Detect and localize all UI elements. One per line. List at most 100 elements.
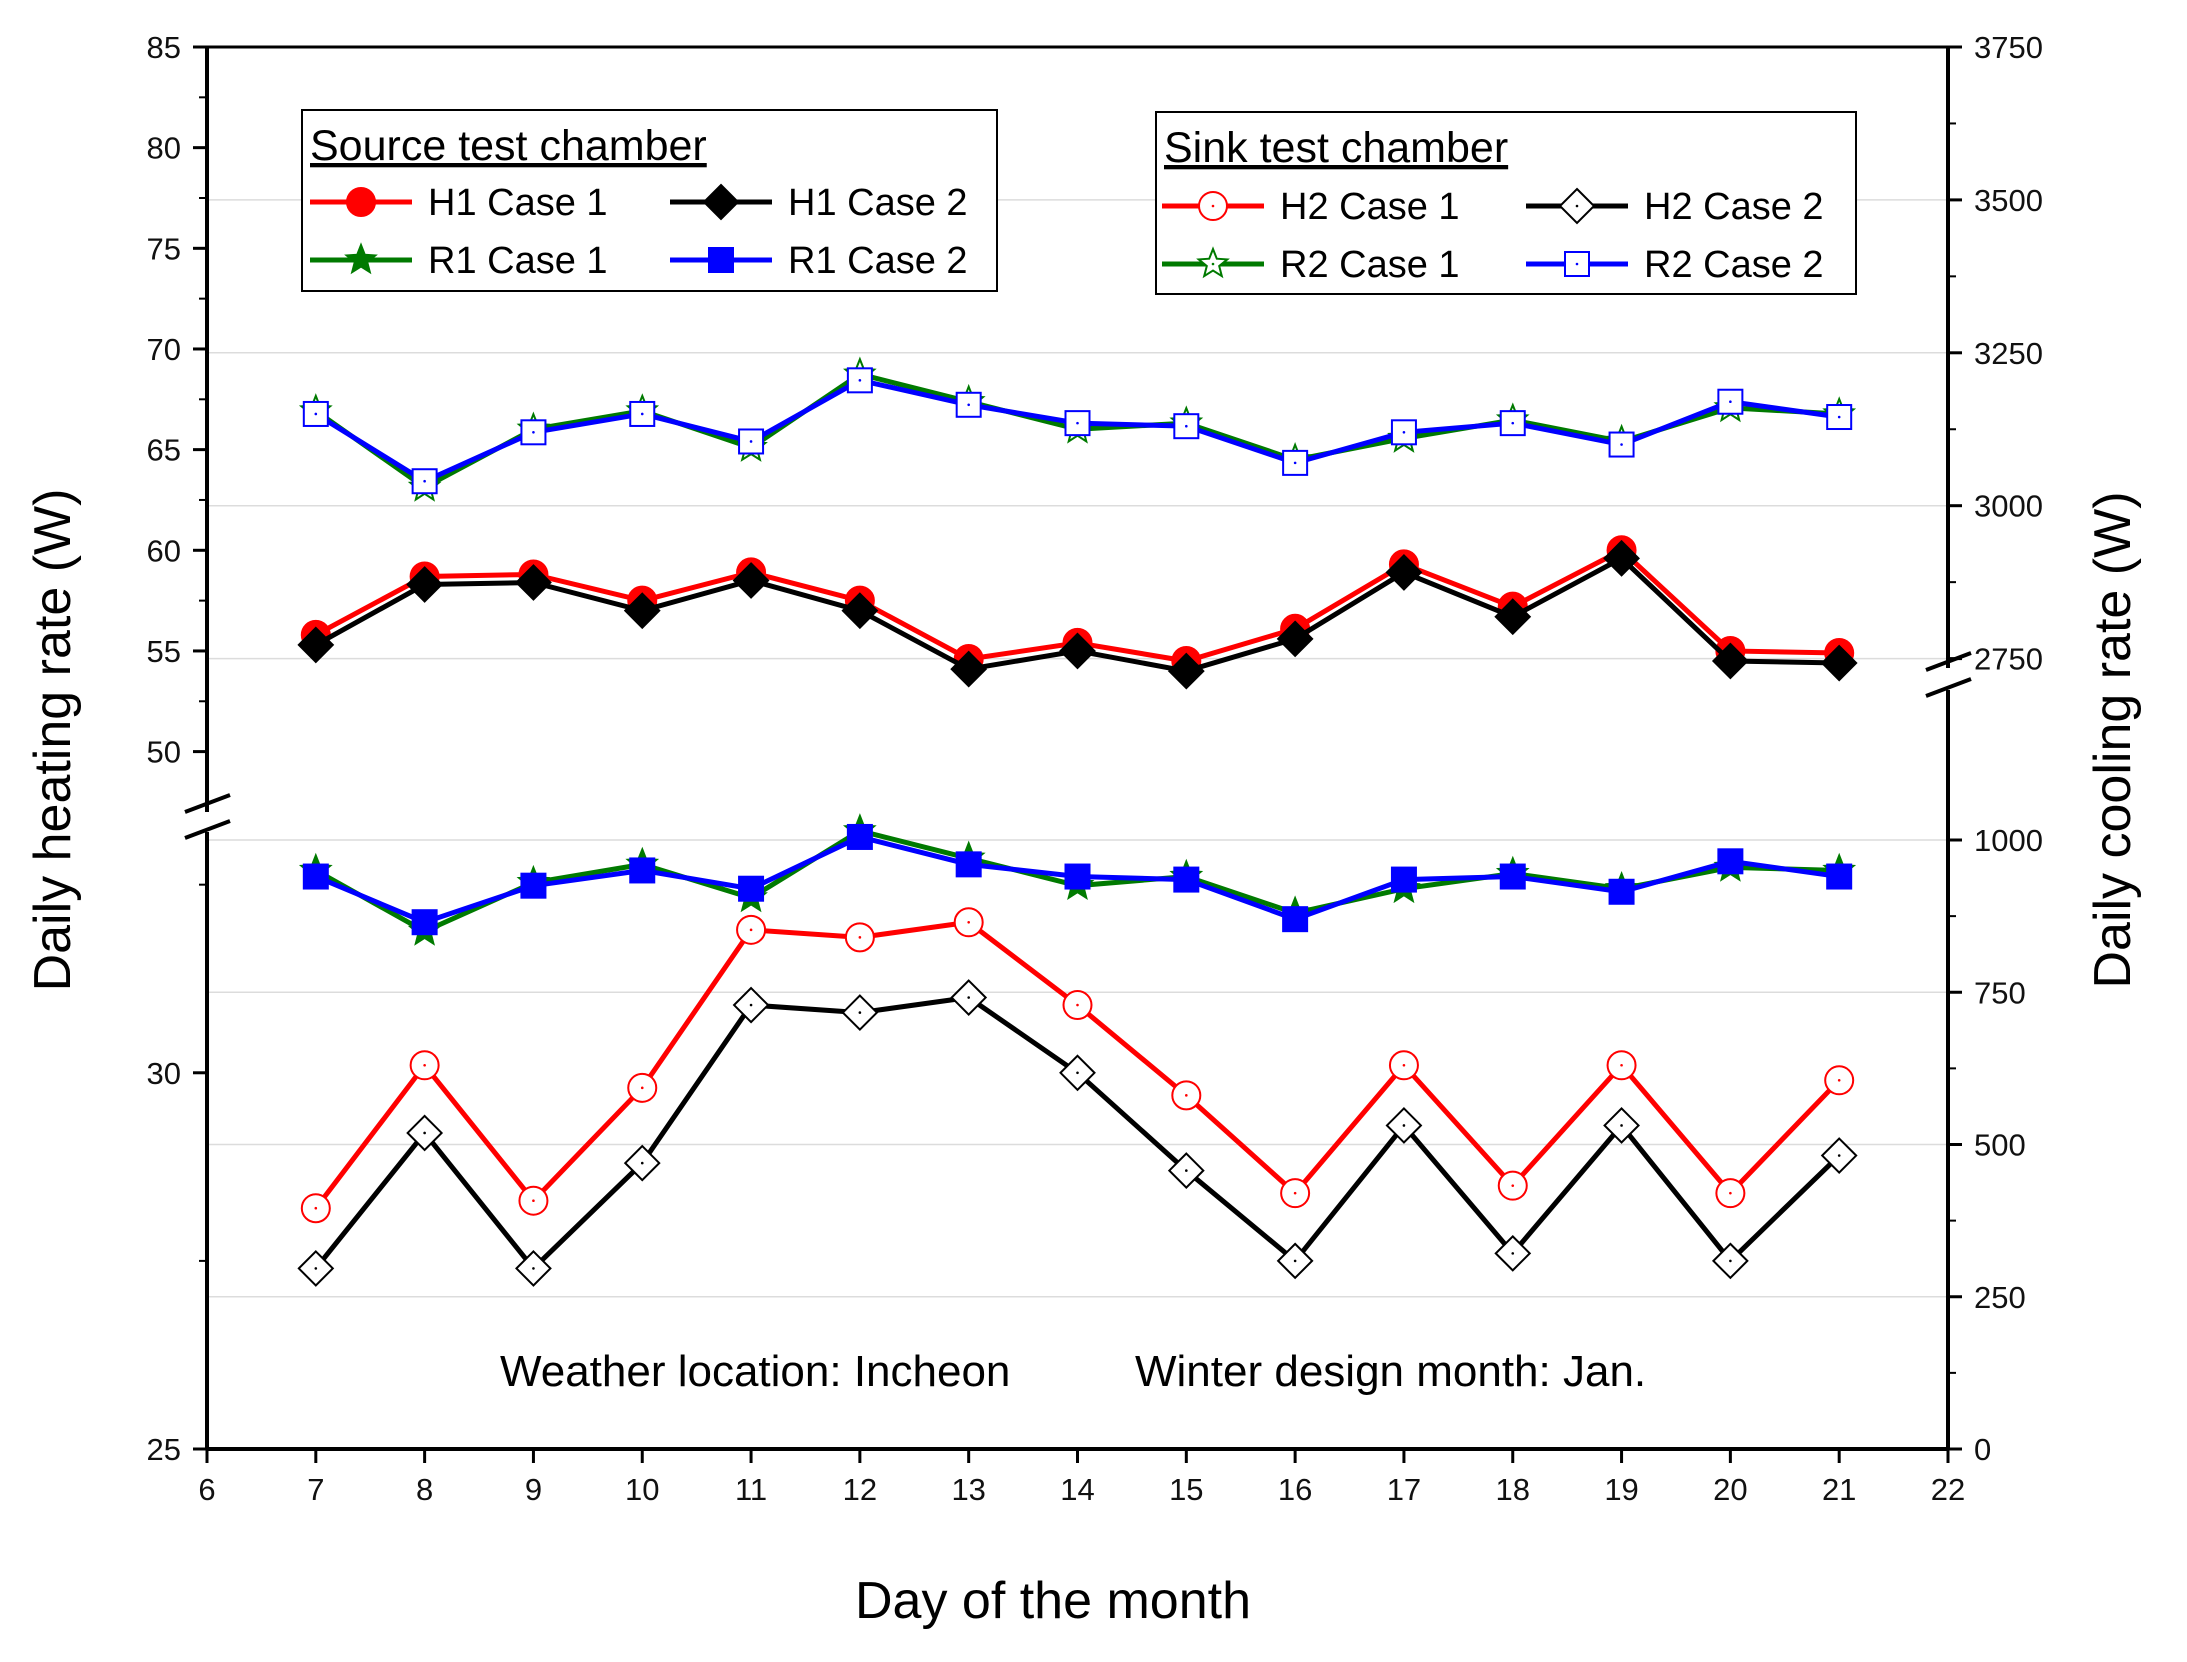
x-tick-label: 16 [1278, 1472, 1312, 1507]
point-r2-case-2 [411, 468, 438, 495]
point-h2-case-2 [1385, 1107, 1423, 1144]
point-h2-case-2 [1820, 1137, 1858, 1174]
point-h1-case-2 [1711, 642, 1749, 680]
y-axis-right-break-mark [1925, 651, 1972, 672]
y-left-tick-label: 50 [147, 735, 181, 770]
point-r2-case-2 [1608, 431, 1635, 458]
point-r1-case-2 [1064, 863, 1091, 890]
point-h1-case-2 [1385, 554, 1423, 591]
point-h2-case-2 [950, 979, 988, 1016]
point-h2-case-1 [300, 1193, 331, 1224]
point-h1-case-2 [1167, 652, 1205, 690]
legend-marker-h2-case-2 [1558, 187, 1596, 225]
legend-entry-h1-case-1: H1 Case 1 [310, 182, 608, 224]
y-axis-right-break-mark [1925, 677, 1972, 698]
legend-label-h2-case-1: H2 Case 1 [1280, 186, 1460, 228]
x-tick-label: 20 [1713, 1472, 1747, 1507]
point-r2-case-2 [1282, 449, 1309, 476]
x-tick-label: 19 [1604, 1472, 1638, 1507]
point-h1-case-2 [1059, 632, 1096, 670]
legend-marker-r2-case-1 [1196, 246, 1230, 279]
point-h2-case-1 [518, 1185, 549, 1216]
legend-entry-h2-case-1: H2 Case 1 [1162, 186, 1460, 228]
legend-marker-h1-case-2 [702, 183, 740, 221]
x-tick-label: 8 [416, 1472, 433, 1507]
y-left-tick-label: 55 [147, 634, 181, 669]
point-h1-case-2 [1494, 598, 1532, 636]
y-right-tick-label: 250 [1974, 1280, 2026, 1315]
legend-label-r2-case-1: R2 Case 1 [1280, 244, 1460, 286]
point-r2-case-2 [302, 400, 329, 427]
legend-entry-r1-case-1: R1 Case 1 [310, 240, 608, 282]
point-h2-case-2 [841, 994, 879, 1031]
legend-marker-r1-case-2 [708, 247, 734, 273]
y-right-tick-label: 500 [1974, 1128, 2026, 1163]
point-h2-case-2 [623, 1144, 661, 1182]
x-axis-title: Day of the month [855, 1572, 1251, 1630]
point-r2-case-2 [1717, 388, 1744, 415]
point-h1-case-2 [841, 592, 879, 630]
point-r2-case-2 [1499, 410, 1526, 437]
y-axis-left-break-mark [184, 793, 231, 814]
point-r1-case-2 [302, 863, 329, 890]
point-h1-case-2 [1603, 539, 1640, 577]
y-axis-left-title: Daily heating rate (W) [24, 489, 82, 992]
point-r2-case-2 [738, 428, 765, 455]
point-h2-case-1 [409, 1050, 440, 1081]
point-r1-case-2 [1390, 866, 1417, 893]
point-h2-case-1 [736, 914, 767, 945]
annotation-design-month: Winter design month: Jan. [1135, 1347, 1646, 1396]
point-r1-case-2 [738, 875, 765, 902]
y-right-tick-label: 3250 [1974, 336, 2043, 371]
point-h1-case-2 [406, 566, 444, 603]
point-r2-case-2 [1826, 404, 1853, 431]
legend-label-r1-case-1: R1 Case 1 [428, 240, 608, 282]
legend-label-h1-case-1: H1 Case 1 [428, 182, 608, 224]
point-r1-case-2 [1717, 848, 1744, 875]
point-h2-case-2 [406, 1114, 444, 1152]
y-right-tick-label: 2750 [1974, 642, 2043, 677]
legend-sink: Sink test chamber H2 Case 1 H2 Case 2 R2 C… [1155, 111, 1857, 295]
annotation-weather-location: Weather location: Incheon [500, 1347, 1010, 1396]
point-h2-case-1 [1824, 1065, 1855, 1096]
y-right-tick-label: 750 [1974, 975, 2026, 1010]
point-h2-case-2 [1167, 1152, 1205, 1190]
point-r2-case-2 [1173, 413, 1200, 440]
x-tick-label: 17 [1387, 1472, 1421, 1507]
x-tick-label: 10 [625, 1472, 659, 1507]
point-h2-case-1 [627, 1072, 658, 1103]
point-h2-case-2 [732, 986, 770, 1024]
point-r2-case-2 [955, 391, 982, 418]
point-r1-case-2 [520, 872, 547, 899]
point-r1-case-2 [629, 857, 656, 884]
x-tick-label: 14 [1060, 1472, 1094, 1507]
x-tick-label: 12 [843, 1472, 877, 1507]
x-tick-label: 15 [1169, 1472, 1203, 1507]
x-tick-label: 22 [1931, 1472, 1965, 1507]
legend-label-h2-case-2: H2 Case 2 [1644, 186, 1824, 228]
legend-marker-h2-case-1 [1198, 191, 1228, 221]
y-left-tick-label: 30 [147, 1056, 181, 1091]
point-h2-case-1 [953, 907, 984, 938]
legend-entry-r2-case-1: R2 Case 1 [1162, 244, 1460, 286]
series-layer [297, 356, 1858, 1287]
y-right-tick-label: 3000 [1974, 489, 2043, 524]
point-r1-case-2 [1826, 863, 1853, 890]
point-r1-case-2 [411, 909, 438, 936]
point-h1-case-2 [623, 592, 661, 630]
point-r2-case-2 [1390, 419, 1417, 446]
x-tick-label: 21 [1822, 1472, 1856, 1507]
x-tick-label: 9 [525, 1472, 542, 1507]
y-right-tick-label: 1000 [1974, 823, 2043, 858]
point-r2-case-2 [520, 419, 547, 446]
point-h1-case-2 [1276, 620, 1314, 658]
point-h1-case-2 [1820, 644, 1858, 682]
point-h2-case-2 [1059, 1054, 1096, 1092]
point-h2-case-1 [844, 922, 875, 953]
point-r2-case-2 [846, 367, 873, 394]
point-r1-case-2 [1608, 878, 1635, 905]
point-h2-case-2 [297, 1250, 335, 1287]
legend-entry-h2-case-2: H2 Case 2 [1526, 186, 1824, 228]
y-left-tick-label: 25 [147, 1432, 181, 1467]
